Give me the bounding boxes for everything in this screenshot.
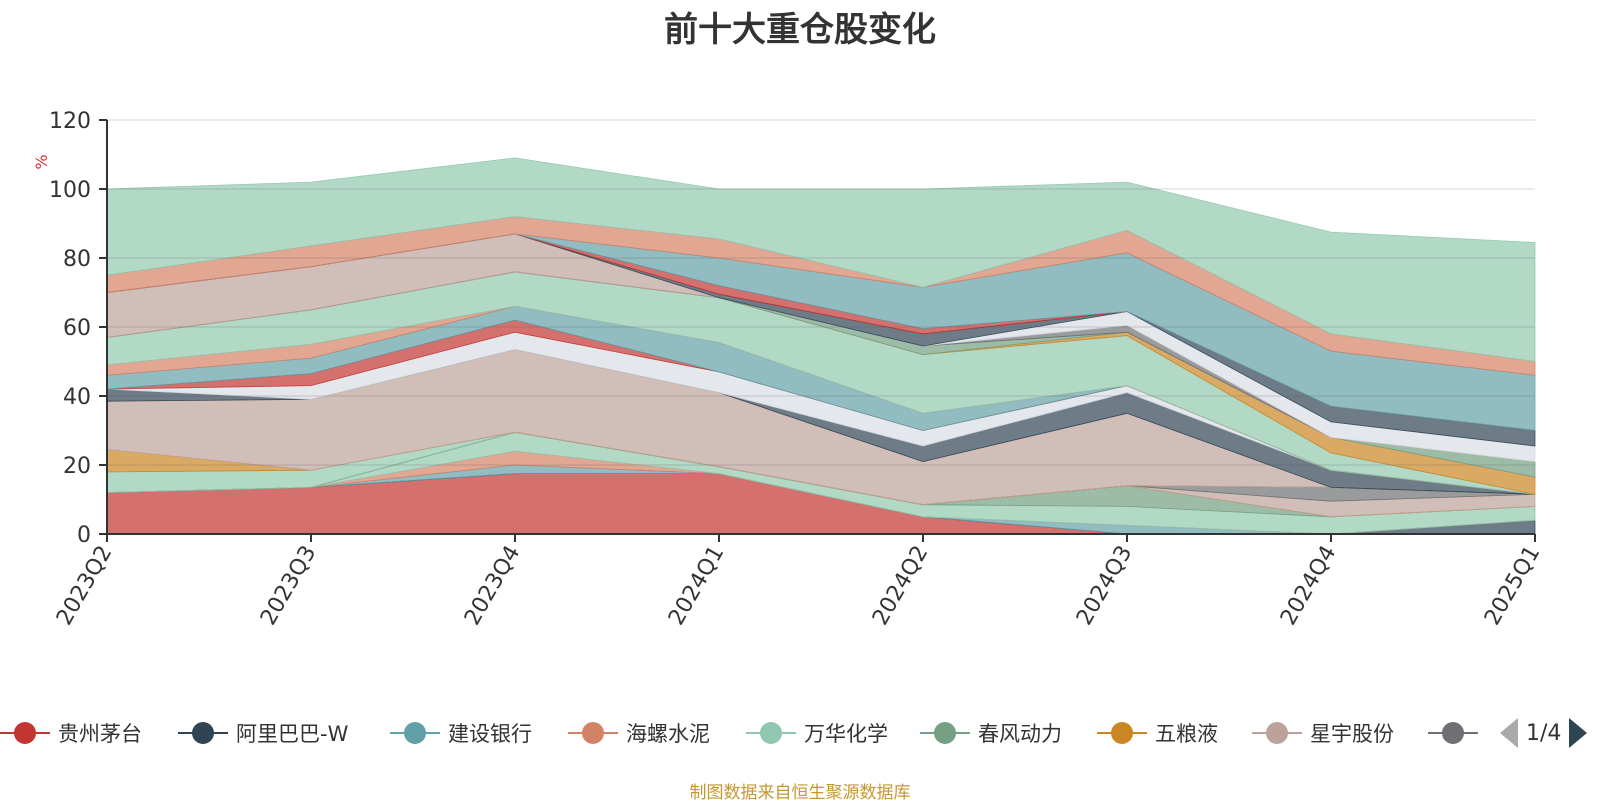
x-tick-label: 2023Q3 <box>256 542 321 630</box>
x-tick-label: 2024Q1 <box>664 542 729 630</box>
legend-marker-icon <box>568 718 618 748</box>
legend-item[interactable]: 海螺水泥 <box>568 718 710 748</box>
y-tick-label: 100 <box>49 178 91 203</box>
legend-marker-icon <box>746 718 796 748</box>
chart-title: 前十大重仓股变化 <box>664 10 936 50</box>
y-tick-label: 0 <box>77 523 91 548</box>
chart-plot: 0 20 40 60 80 100 120 2023Q2 2023Q3 2023Q4 2024Q1 2… <box>32 109 1545 630</box>
y-tick-label: 20 <box>63 454 91 479</box>
y-tick-label: 80 <box>63 247 91 272</box>
y-tick-label: 120 <box>49 109 91 134</box>
x-tick-label: 2024Q4 <box>1276 542 1341 630</box>
legend-item[interactable]: 万华化学 <box>746 718 888 748</box>
x-tick-label: 2023Q2 <box>52 542 117 630</box>
legend-label: 星宇股份 <box>1310 722 1394 746</box>
legend-marker-icon <box>0 718 50 748</box>
legend-item[interactable]: 春风动力 <box>920 718 1062 748</box>
legend-marker-icon <box>920 718 970 748</box>
x-tick-label: 2024Q3 <box>1072 542 1137 630</box>
y-tick-label: 60 <box>63 316 91 341</box>
legend-marker-icon <box>390 718 440 748</box>
x-tick-label: 2023Q4 <box>460 542 525 630</box>
legend-item[interactable]: 建设银行 <box>390 718 532 748</box>
legend-pager: 1/4 <box>1500 718 1600 748</box>
legend-label: 五粮液 <box>1155 722 1218 746</box>
legend-label: 贵州茅台 <box>58 722 142 746</box>
source-note: 制图数据来自恒生聚源数据库 <box>689 783 911 803</box>
legend-label: 万华化学 <box>804 722 888 746</box>
x-tick-label: 2024Q2 <box>868 542 933 630</box>
legend-marker-icon <box>1428 718 1478 748</box>
legend-item[interactable]: 五粮液 <box>1097 718 1218 748</box>
legend-item[interactable]: 贵州茅台 <box>0 718 142 748</box>
legend-label: 海螺水泥 <box>626 722 710 746</box>
legend-label: 建设银行 <box>448 722 532 746</box>
areas-layer <box>106 157 1536 535</box>
legend-label: 阿里巴巴-W <box>236 722 349 746</box>
legend-item[interactable]: 星宇股份 <box>1252 718 1394 748</box>
legend-prev-icon[interactable] <box>1500 718 1518 748</box>
area-其他[interactable] <box>106 157 1536 362</box>
legend-next-icon[interactable] <box>1569 718 1588 748</box>
legend: 贵州茅台 阿里巴巴-W 建设银行 海螺水泥 万华化学 春风动力 五粮液 星宇股份 1/4 <box>0 718 1600 748</box>
legend-marker-icon <box>1252 718 1302 748</box>
x-tick-label: 2025Q1 <box>1480 542 1545 630</box>
y-tick-label: 40 <box>63 385 91 410</box>
legend-marker-icon <box>1097 718 1147 748</box>
grid-layer <box>107 119 1535 466</box>
legend-page-indicator: 1/4 <box>1526 720 1562 746</box>
legend-item[interactable]: 阿里巴巴-W <box>178 718 348 748</box>
legend-marker-icon <box>178 718 228 748</box>
legend-item[interactable] <box>1428 718 1486 748</box>
y-axis-label: % <box>32 154 51 169</box>
legend-label: 春风动力 <box>978 722 1062 746</box>
